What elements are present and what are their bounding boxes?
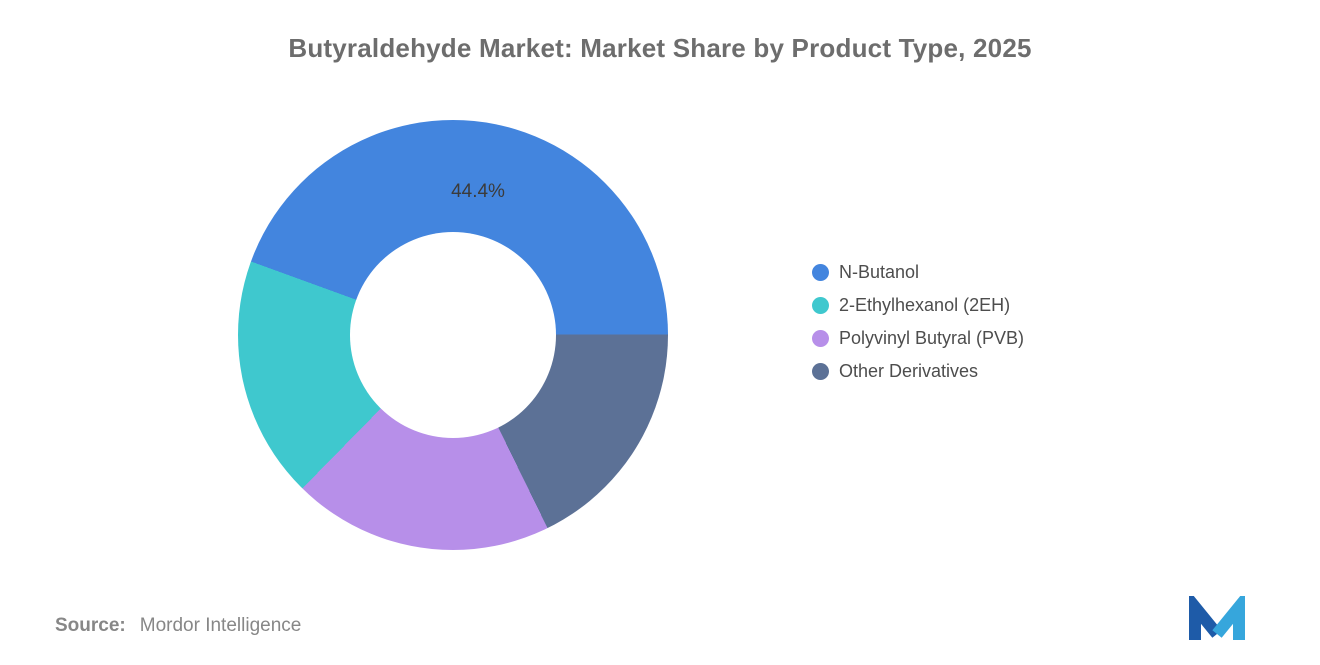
legend-label: 2-Ethylhexanol (2EH) [839,295,1011,315]
donut-chart-area: 44.4% [238,120,668,550]
donut-hole [350,232,556,438]
segment-data-label: 44.4% [451,181,505,202]
logo-right-stroke [1212,596,1245,640]
legend-item-2-ethylhexanol[interactable]: 2-Ethylhexanol (2EH) [812,289,1024,322]
legend-dot [812,363,829,380]
legend-label: Other Derivatives [839,361,979,381]
logo-left-stroke [1189,596,1222,640]
source-attribution: Source: Mordor Intelligence [55,615,301,637]
legend-item-n-butanol[interactable]: N-Butanol [812,256,1024,289]
legend-dot [812,297,829,314]
legend-item-other-derivatives[interactable]: Other Derivatives [812,355,1024,388]
chart-legend: N-Butanol 2-Ethylhexanol (2EH) Polyvinyl… [812,256,1024,388]
legend-item-polyvinyl-butyral[interactable]: Polyvinyl Butyral (PVB) [812,322,1024,355]
source-name: Mordor Intelligence [139,615,302,636]
legend-dot [812,330,829,347]
legend-label: Polyvinyl Butyral (PVB) [839,328,1025,348]
mordor-intelligence-logo [1189,596,1245,640]
legend-dot [812,264,829,281]
legend-label: N-Butanol [839,262,920,282]
chart-title: Butyraldehyde Market: Market Share by Pr… [288,33,1032,63]
source-prefix: Source: [55,615,126,636]
